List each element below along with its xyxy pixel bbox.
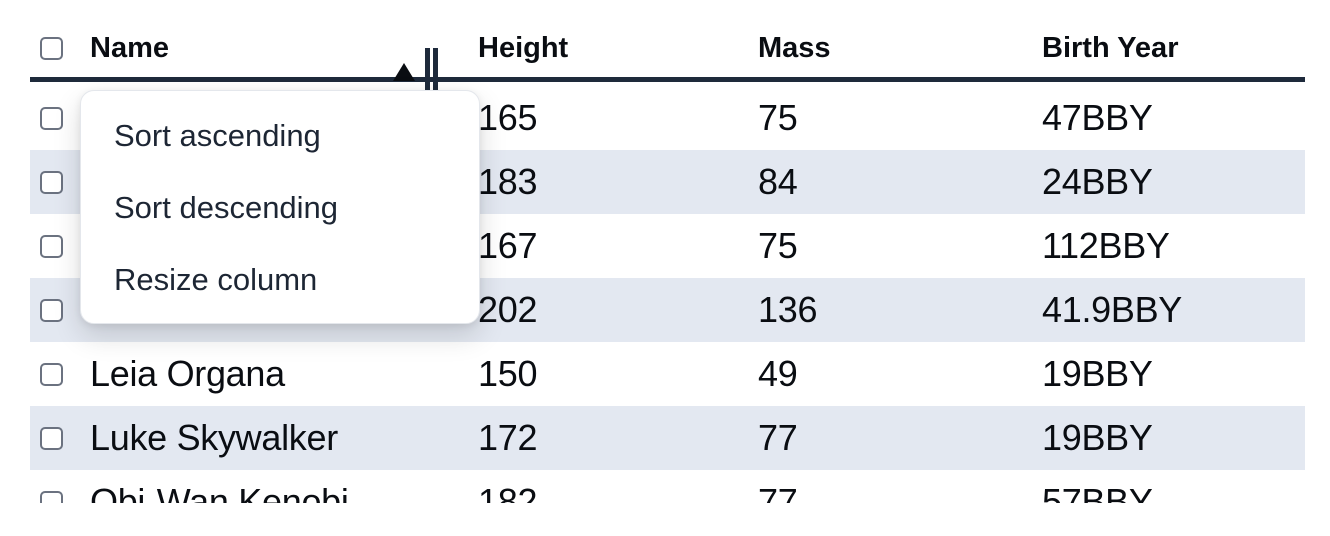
row-checkbox[interactable] xyxy=(40,234,63,258)
cell-height: 172 xyxy=(478,417,538,458)
row-checkbox[interactable] xyxy=(40,170,63,194)
menu-item-sort-ascending[interactable]: Sort ascending xyxy=(114,118,321,153)
menu-item-resize-column[interactable]: Resize column xyxy=(114,262,318,297)
row-checkbox[interactable] xyxy=(40,362,63,386)
row-checkbox[interactable] xyxy=(40,426,63,450)
cell-mass: 77 xyxy=(758,417,798,458)
cell-height: 183 xyxy=(478,161,538,202)
cell-name: Luke Skywalker xyxy=(90,417,338,458)
column-header-label: Mass xyxy=(758,32,831,64)
cell-birth-year: 19BBY xyxy=(1042,353,1153,394)
row-checkbox[interactable] xyxy=(40,106,63,130)
header-cell-mass[interactable]: Mass xyxy=(740,32,1025,65)
cell-mass: 84 xyxy=(758,161,798,202)
cell-height: 202 xyxy=(478,289,538,330)
table-header-row: Name Height Mass Birth Year xyxy=(30,0,1305,97)
cell-mass: 75 xyxy=(758,97,798,138)
data-table: Name Height Mass Birth Year 165 75 47BBY xyxy=(30,0,1305,503)
cell-birth-year: 57BBY xyxy=(1042,481,1153,503)
cell-birth-year: 47BBY xyxy=(1042,97,1153,138)
table-row: Leia Organa 150 49 19BBY xyxy=(30,342,1305,406)
cell-birth-year: 24BBY xyxy=(1042,161,1153,202)
header-cell-height[interactable]: Height xyxy=(460,32,740,65)
table-row: Luke Skywalker 172 77 19BBY xyxy=(30,406,1305,470)
column-resize-handle-icon[interactable] xyxy=(425,48,438,97)
select-all-checkbox[interactable] xyxy=(40,37,63,60)
cell-mass: 77 xyxy=(758,481,798,503)
row-checkbox[interactable] xyxy=(40,298,63,322)
column-context-menu: Sort ascending Sort descending Resize co… xyxy=(80,90,480,324)
cell-mass: 49 xyxy=(758,353,798,394)
cell-height: 182 xyxy=(478,481,538,503)
column-header-label[interactable]: Name xyxy=(90,32,169,64)
cell-birth-year: 112BBY xyxy=(1042,225,1170,266)
row-checkbox[interactable] xyxy=(40,490,63,503)
header-cell-name[interactable]: Name xyxy=(30,20,460,97)
column-header-label: Birth Year xyxy=(1042,32,1179,64)
cell-mass: 75 xyxy=(758,225,798,266)
sort-ascending-icon xyxy=(393,63,415,81)
cell-height: 165 xyxy=(478,97,538,138)
column-header-label: Height xyxy=(478,32,569,64)
cell-birth-year: 41.9BBY xyxy=(1042,289,1183,330)
header-cell-birth-year[interactable]: Birth Year xyxy=(1025,32,1305,65)
cell-name: Obi-Wan Kenobi xyxy=(90,481,349,503)
cell-mass: 136 xyxy=(758,289,818,330)
cell-height: 150 xyxy=(478,353,538,394)
menu-item-sort-descending[interactable]: Sort descending xyxy=(114,190,339,225)
cell-height: 167 xyxy=(478,225,538,266)
cell-birth-year: 19BBY xyxy=(1042,417,1153,458)
cell-name: Leia Organa xyxy=(90,353,285,394)
table-row: Obi-Wan Kenobi 182 77 57BBY xyxy=(30,470,1305,503)
